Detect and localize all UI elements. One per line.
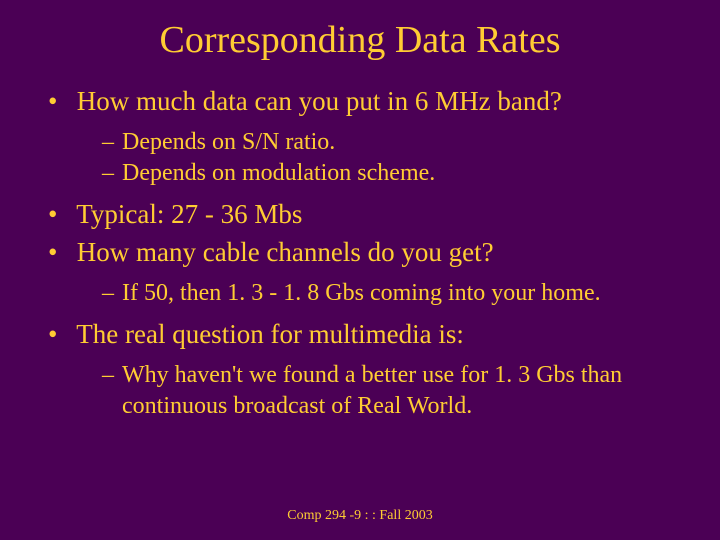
- slide-title: Corresponding Data Rates: [30, 18, 690, 62]
- bullet-item: How much data can you put in 6 MHz band?…: [48, 84, 690, 189]
- sub-bullet-text: Depends on S/N ratio.: [122, 129, 335, 155]
- sub-bullet-text: Depends on modulation scheme.: [122, 160, 435, 186]
- bullet-item: Typical: 27 - 36 Mbs: [48, 197, 690, 232]
- sub-bullet-item: Why haven't we found a better use for 1.…: [102, 360, 690, 422]
- sub-bullet-list: Depends on S/N ratio. Depends on modulat…: [70, 127, 690, 189]
- bullet-item: The real question for multimedia is: Why…: [48, 317, 690, 422]
- sub-bullet-text: Why haven't we found a better use for 1.…: [122, 362, 622, 419]
- sub-bullet-text: If 50, then 1. 3 - 1. 8 Gbs coming into …: [122, 280, 601, 306]
- bullet-text: How many cable channels do you get?: [77, 237, 494, 267]
- bullet-item: How many cable channels do you get? If 5…: [48, 235, 690, 309]
- bullet-text: The real question for multimedia is:: [76, 319, 464, 349]
- sub-bullet-list: If 50, then 1. 3 - 1. 8 Gbs coming into …: [70, 278, 690, 309]
- sub-bullet-item: Depends on modulation scheme.: [102, 158, 690, 189]
- bullet-text: Typical: 27 - 36 Mbs: [76, 199, 302, 229]
- bullet-list: How much data can you put in 6 MHz band?…: [30, 84, 690, 422]
- slide-footer: Comp 294 -9 : : Fall 2003: [0, 508, 720, 524]
- sub-bullet-list: Why haven't we found a better use for 1.…: [70, 360, 690, 422]
- bullet-text: How much data can you put in 6 MHz band?: [77, 86, 562, 116]
- sub-bullet-item: Depends on S/N ratio.: [102, 127, 690, 158]
- sub-bullet-item: If 50, then 1. 3 - 1. 8 Gbs coming into …: [102, 278, 690, 309]
